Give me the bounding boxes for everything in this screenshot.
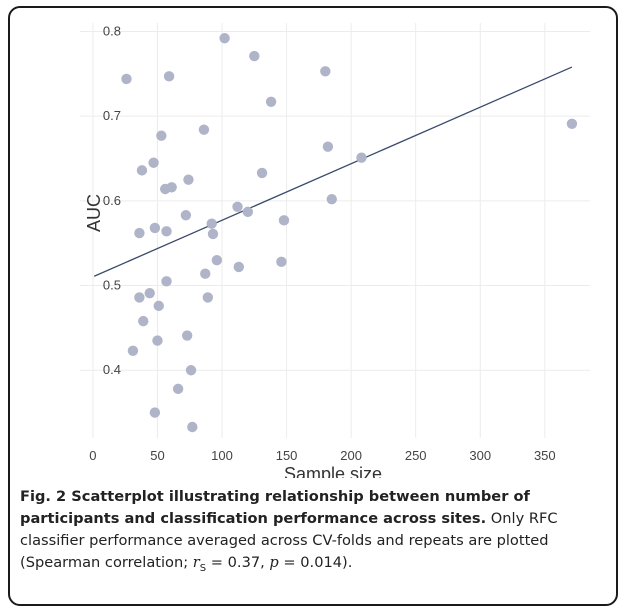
- figure-caption: Fig. 2 Scatterplot illustrating relation…: [20, 486, 612, 580]
- data-point: [322, 141, 334, 152]
- x-tick-label: 100: [211, 448, 233, 463]
- data-point: [566, 118, 578, 129]
- trend-line-group: [93, 66, 573, 277]
- data-point: [232, 201, 243, 212]
- data-point: [149, 222, 161, 234]
- x-tick-label: 50: [150, 448, 164, 463]
- data-point: [134, 292, 145, 303]
- data-point: [249, 50, 260, 62]
- data-point: [148, 157, 159, 168]
- data-point: [183, 174, 194, 185]
- scatter-chart: 0 50 100 150 200 250 300 350 0.4 0.5 0.6 0.7 0.8 Sa…: [80, 23, 590, 478]
- data-point: [326, 193, 337, 205]
- data-point: [172, 383, 184, 395]
- data-point: [198, 124, 210, 135]
- x-tick-label: 0: [89, 448, 96, 463]
- data-point: [265, 96, 277, 107]
- data-point: [127, 345, 139, 356]
- y-axis-label: AUC: [84, 194, 104, 232]
- data-point: [256, 167, 268, 179]
- data-point: [242, 206, 254, 218]
- data-point: [138, 315, 149, 327]
- caption-text: Only RFC classifier performance averaged…: [20, 510, 558, 571]
- x-tick-label: 250: [405, 448, 427, 463]
- data-point: [161, 226, 172, 237]
- data-point: [211, 254, 223, 266]
- y-tick-label: 0.8: [103, 23, 121, 38]
- p-value: = 0.014).: [283, 554, 353, 571]
- y-tick-label: 0.4: [103, 362, 121, 377]
- data-point: [356, 152, 367, 163]
- data-point: [163, 71, 175, 82]
- data-point: [276, 256, 287, 268]
- x-axis-label: Sample size: [284, 464, 382, 478]
- data-point: [185, 365, 197, 376]
- y-tick-labels: 0.4 0.5 0.6 0.7 0.8: [103, 23, 121, 377]
- x-tick-label: 300: [469, 448, 491, 463]
- data-point: [134, 227, 145, 239]
- data-point: [278, 215, 290, 226]
- y-tick-label: 0.6: [103, 193, 121, 208]
- data-point: [149, 407, 161, 418]
- data-point: [320, 66, 331, 77]
- data-point: [144, 287, 155, 299]
- x-tick-labels: 0 50 100 150 200 250 300 350: [89, 448, 555, 463]
- data-point: [156, 130, 167, 141]
- data-point: [160, 183, 171, 195]
- data-point: [187, 421, 198, 433]
- trend-line: [93, 66, 573, 277]
- x-tick-label: 150: [276, 448, 298, 463]
- data-point: [152, 335, 163, 346]
- data-point: [233, 261, 245, 273]
- y-tick-label: 0.7: [103, 108, 121, 123]
- data-point: [207, 228, 219, 240]
- caption-title: Fig. 2 Scatterplot illustrating relation…: [20, 488, 530, 527]
- data-point: [153, 300, 164, 312]
- y-tick-label: 0.5: [103, 278, 121, 293]
- r-subscript: S: [199, 562, 207, 574]
- p-symbol: p: [269, 554, 279, 571]
- data-point: [161, 276, 172, 287]
- data-point: [136, 165, 148, 176]
- data-point: [181, 330, 193, 341]
- points-group: [121, 33, 578, 433]
- r-value: = 0.37,: [210, 554, 265, 571]
- data-point: [202, 292, 214, 303]
- data-point: [121, 73, 132, 85]
- x-tick-label: 350: [534, 448, 556, 463]
- r-symbol: r: [192, 554, 200, 571]
- data-point: [206, 218, 217, 229]
- x-tick-label: 200: [340, 448, 362, 463]
- data-point: [219, 33, 230, 44]
- figure-frame: 0 50 100 150 200 250 300 350 0.4 0.5 0.6 0.7 0.8 Sa…: [8, 6, 618, 606]
- data-point: [200, 268, 211, 279]
- data-point: [180, 210, 192, 221]
